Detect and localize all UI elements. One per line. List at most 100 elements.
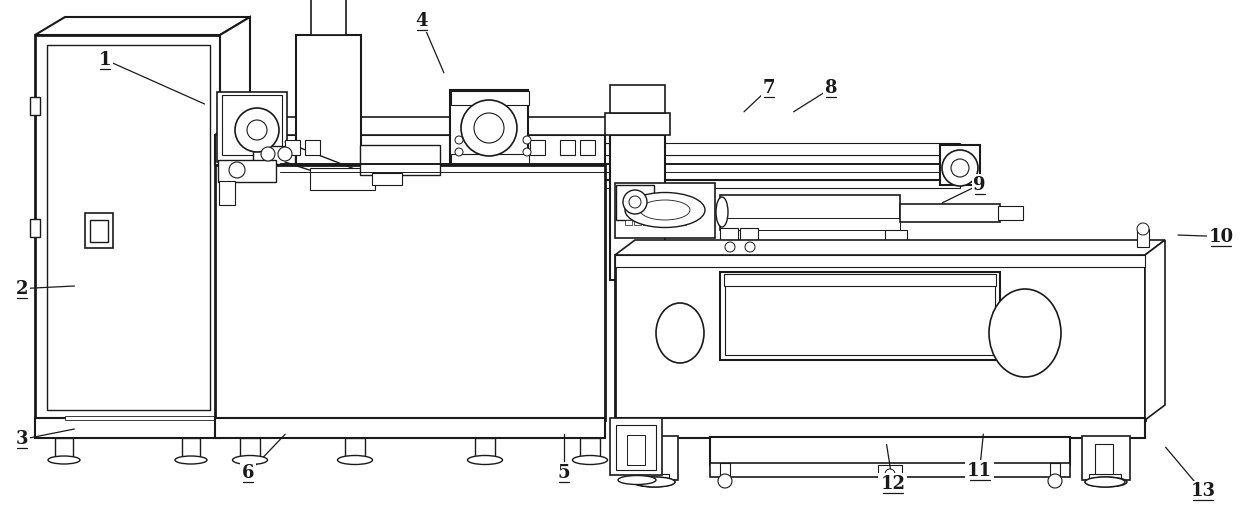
Bar — [680, 220, 686, 225]
Circle shape — [523, 148, 531, 156]
Ellipse shape — [640, 200, 689, 220]
Bar — [637, 474, 670, 482]
Bar — [625, 195, 632, 200]
Bar — [30, 97, 40, 115]
Bar — [740, 228, 758, 242]
Bar — [652, 220, 658, 225]
Bar — [1050, 463, 1060, 479]
Bar — [644, 444, 661, 474]
Bar — [280, 155, 960, 180]
Bar — [711, 437, 1070, 465]
Bar — [670, 195, 677, 200]
Bar — [630, 436, 678, 480]
Circle shape — [725, 242, 735, 252]
Circle shape — [455, 136, 463, 144]
Bar — [450, 90, 528, 165]
Circle shape — [1048, 474, 1061, 488]
Bar — [241, 438, 260, 458]
Ellipse shape — [233, 456, 268, 464]
Bar — [30, 219, 40, 237]
Circle shape — [236, 108, 279, 152]
Text: 2: 2 — [16, 280, 29, 297]
Bar — [610, 418, 662, 475]
Polygon shape — [249, 118, 265, 142]
Bar — [720, 228, 738, 242]
Ellipse shape — [337, 456, 372, 464]
Bar — [661, 195, 668, 200]
Bar — [372, 173, 402, 185]
Polygon shape — [1145, 240, 1166, 420]
Circle shape — [474, 113, 503, 143]
Bar — [634, 195, 641, 200]
Bar — [724, 274, 996, 286]
Circle shape — [745, 242, 755, 252]
Bar — [451, 91, 529, 105]
Ellipse shape — [1085, 477, 1127, 487]
Ellipse shape — [573, 456, 608, 464]
Bar — [878, 465, 901, 479]
Bar — [644, 195, 650, 200]
Bar — [720, 218, 900, 230]
Text: 1: 1 — [99, 51, 112, 69]
Bar — [644, 220, 650, 225]
Text: 12: 12 — [880, 475, 905, 492]
Bar — [182, 438, 200, 458]
Bar — [616, 185, 653, 220]
Bar — [627, 275, 646, 325]
Bar — [64, 416, 219, 420]
Ellipse shape — [175, 456, 207, 464]
Bar — [1083, 436, 1130, 480]
Bar — [885, 230, 906, 248]
Bar — [1089, 474, 1121, 482]
Circle shape — [260, 147, 275, 161]
Circle shape — [951, 159, 968, 177]
Bar — [217, 92, 286, 162]
Bar — [720, 195, 900, 230]
Bar — [720, 272, 999, 360]
Bar — [900, 204, 999, 222]
Bar — [634, 220, 641, 225]
Bar — [615, 418, 1145, 438]
Circle shape — [942, 150, 978, 186]
Bar — [725, 277, 994, 355]
Bar — [1095, 444, 1114, 474]
Bar — [529, 140, 546, 155]
Bar — [35, 35, 219, 420]
Ellipse shape — [618, 475, 656, 485]
Text: 4: 4 — [415, 12, 428, 30]
Bar — [305, 140, 320, 155]
Circle shape — [455, 148, 463, 156]
Bar — [222, 95, 281, 155]
Bar — [711, 463, 1070, 477]
Bar — [91, 220, 108, 242]
Circle shape — [885, 469, 895, 479]
Bar — [610, 85, 665, 113]
Bar — [219, 181, 236, 205]
Bar — [670, 220, 677, 225]
Bar — [218, 160, 277, 182]
Bar — [615, 255, 1145, 267]
Polygon shape — [215, 117, 625, 135]
Bar — [451, 154, 529, 164]
Bar — [940, 145, 980, 185]
Circle shape — [629, 196, 641, 208]
Ellipse shape — [632, 477, 675, 487]
Bar — [311, 0, 346, 35]
Bar — [360, 145, 440, 175]
Circle shape — [229, 162, 246, 178]
Bar — [580, 140, 595, 155]
Bar — [680, 195, 686, 200]
Bar — [35, 418, 219, 438]
Ellipse shape — [656, 303, 704, 363]
Bar — [616, 425, 656, 470]
Bar — [1137, 229, 1149, 247]
Bar — [580, 438, 600, 458]
Bar — [296, 35, 361, 165]
Polygon shape — [615, 240, 1166, 255]
Text: 3: 3 — [16, 431, 29, 448]
Ellipse shape — [1085, 477, 1125, 487]
Bar — [475, 438, 495, 458]
Text: 10: 10 — [1209, 228, 1234, 245]
Polygon shape — [219, 17, 250, 420]
Ellipse shape — [990, 289, 1061, 377]
